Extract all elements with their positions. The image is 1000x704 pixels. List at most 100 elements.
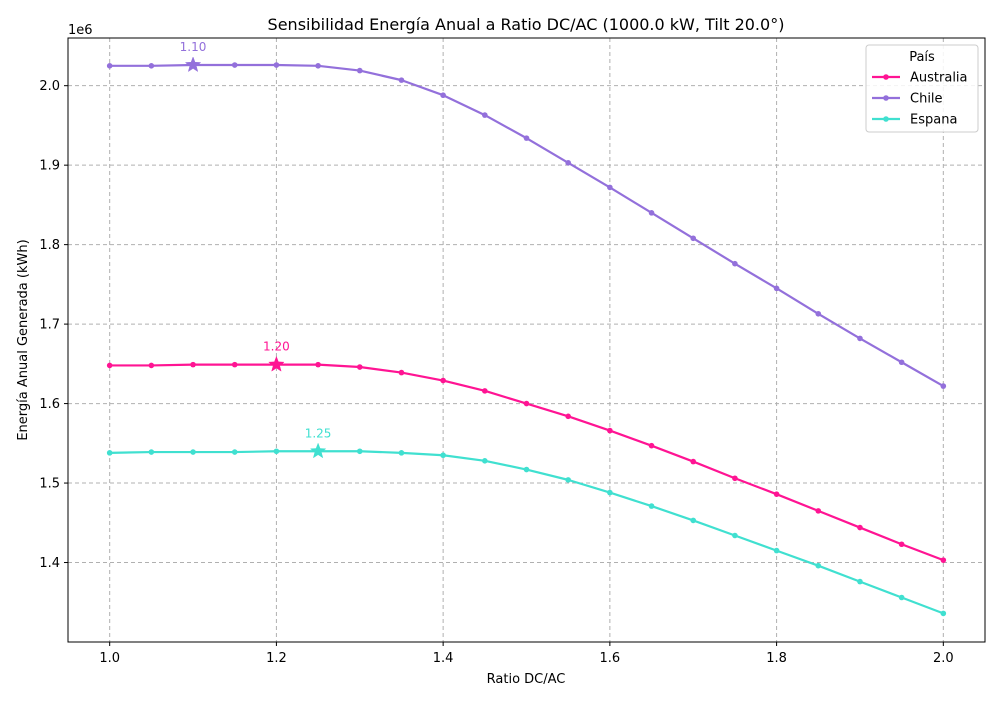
data-point: [898, 594, 905, 601]
data-point: [273, 448, 280, 455]
legend-entry-chile: Chile: [872, 92, 943, 107]
data-point: [523, 400, 530, 407]
data-point: [190, 449, 196, 455]
data-point: [148, 63, 155, 69]
data-point: [273, 62, 280, 68]
legend-marker: [883, 116, 889, 122]
data-point: [482, 458, 488, 464]
x-tick-label: 1.6: [600, 651, 621, 666]
data-point: [732, 532, 738, 539]
data-point: [231, 449, 238, 455]
y-tick-label: 1.4: [39, 556, 60, 571]
y-tick-label: 1.8: [39, 238, 60, 253]
data-point: [607, 489, 613, 496]
data-point: [773, 491, 780, 497]
data-point: [148, 362, 155, 369]
data-point: [648, 442, 655, 449]
data-point: [440, 377, 446, 384]
series-line: [109, 450, 944, 615]
data-point: [773, 547, 780, 554]
x-tick-label: 1.0: [99, 651, 120, 666]
y-axis-label: Energía Anual Generada (kWh): [16, 239, 31, 440]
data-point: [482, 112, 488, 118]
x-tick-label: 1.4: [433, 651, 454, 666]
legend-entry-espana: Espana: [872, 113, 957, 128]
data-point: [148, 449, 155, 455]
optimum-star-marker: [184, 56, 202, 73]
legend-box: [865, 44, 979, 133]
series-espana: 1.25: [106, 426, 947, 617]
series-line: [109, 363, 944, 562]
optimum-star-marker: [268, 355, 285, 372]
data-point: [940, 610, 947, 617]
data-point: [857, 524, 863, 531]
data-point: [398, 77, 405, 83]
data-point: [398, 369, 405, 376]
data-point: [565, 477, 571, 483]
data-point: [440, 92, 446, 99]
data-point: [898, 359, 905, 366]
data-point: [523, 466, 530, 473]
data-point: [857, 335, 863, 342]
legend: País Australia Chile Espana: [865, 44, 979, 133]
legend-label: Espana: [910, 113, 957, 128]
data-point: [815, 562, 822, 569]
data-point: [773, 285, 780, 292]
data-point: [898, 541, 905, 548]
data-point: [940, 557, 947, 563]
data-point: [732, 475, 738, 482]
data-point: [565, 413, 571, 420]
data-point: [398, 450, 405, 456]
legend-label: Australia: [910, 71, 968, 86]
plot-frame: [67, 37, 986, 643]
optimum-label: 1.20: [263, 340, 290, 354]
legend-entry-australia: Australia: [872, 71, 968, 86]
x-axis-label: Ratio DC/AC: [487, 672, 566, 687]
y-tick-label: 1.5: [39, 477, 60, 492]
x-tick-label: 1.8: [766, 651, 787, 666]
data-point: [231, 62, 238, 68]
data-point: [315, 361, 321, 368]
data-point: [690, 517, 697, 524]
series-line: [109, 63, 944, 388]
data-point: [106, 450, 113, 456]
legend-title: País: [909, 50, 935, 65]
x-tick-label: 1.2: [266, 651, 287, 666]
data-point: [690, 235, 697, 242]
grid: [68, 38, 985, 642]
y-tick-label: 1.7: [39, 318, 60, 333]
data-point: [106, 362, 113, 369]
optimum-star-marker: [309, 442, 327, 459]
data-point: [523, 135, 530, 141]
data-point: [565, 159, 571, 166]
series-australia: 1.20: [106, 340, 947, 563]
x-tick-label: 2.0: [933, 651, 954, 666]
legend-marker: [883, 74, 889, 80]
data-point: [356, 448, 363, 455]
data-point: [815, 310, 822, 317]
data-point: [106, 63, 113, 69]
data-point: [190, 361, 196, 368]
data-point: [648, 503, 655, 509]
data-point: [482, 388, 488, 394]
legend-marker: [883, 95, 889, 101]
data-point: [440, 452, 446, 459]
optimum-label: 1.10: [180, 40, 207, 54]
y-tick-label: 1.6: [39, 397, 60, 412]
y-axis: 1.4 1.5 1.6 1.7 1.8 1.9 2.0: [39, 79, 68, 571]
y-tick-label: 1.9: [39, 159, 60, 174]
data-point: [732, 260, 738, 267]
data-point: [356, 67, 363, 74]
y-tick-label: 2.0: [39, 79, 60, 94]
data-point: [315, 63, 321, 69]
series-group: 1.20 1.10 1.25: [106, 40, 947, 617]
data-point: [356, 364, 363, 370]
data-point: [607, 427, 613, 434]
data-point: [607, 184, 613, 191]
data-point: [857, 578, 863, 585]
chart-title: Sensibilidad Energía Anual a Ratio DC/AC…: [268, 15, 785, 34]
series-chile: 1.10: [106, 40, 947, 389]
data-point: [815, 508, 822, 514]
legend-label: Chile: [910, 92, 943, 107]
